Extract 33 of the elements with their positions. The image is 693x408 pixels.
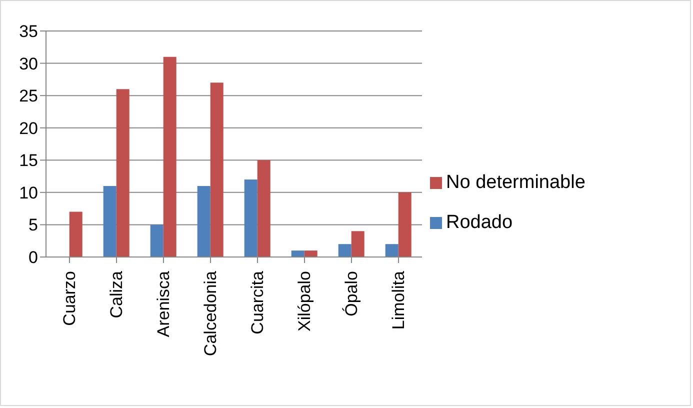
y-tick-label: 20 [19, 118, 38, 138]
bar [291, 250, 304, 257]
bar [351, 231, 364, 257]
y-tick-label: 30 [19, 54, 38, 74]
x-tick-label: Ópalo [342, 271, 361, 316]
bar [398, 192, 412, 257]
bar [150, 224, 164, 257]
x-tick-label: Cuarzo [60, 271, 79, 326]
bar [197, 186, 210, 257]
bar [338, 244, 352, 257]
legend-label: Rodado [446, 212, 513, 233]
x-tick-label: Arenisca [154, 270, 173, 338]
x-tick-label: Calcedonia [201, 270, 220, 356]
bar [163, 56, 176, 257]
bar [304, 250, 318, 257]
bar [69, 212, 82, 257]
bar [385, 244, 398, 257]
bar [103, 186, 116, 257]
y-tick-label: 25 [19, 86, 38, 106]
bar [116, 89, 130, 257]
x-tick-label: Limolita [389, 270, 408, 330]
bar [257, 160, 270, 257]
bar [210, 82, 224, 257]
bar [244, 180, 258, 257]
x-tick-label: Xilópalo [295, 271, 314, 332]
y-tick-label: 15 [19, 151, 38, 170]
y-tick-label: 0 [28, 248, 38, 268]
x-tick-label: Caliza [107, 270, 126, 318]
y-tick-label: 35 [19, 22, 38, 42]
legend-label: No determinable [446, 172, 586, 193]
y-tick-label: 10 [19, 183, 38, 202]
y-tick-label: 5 [28, 216, 38, 235]
x-tick-label: Cuarcita [248, 270, 267, 334]
